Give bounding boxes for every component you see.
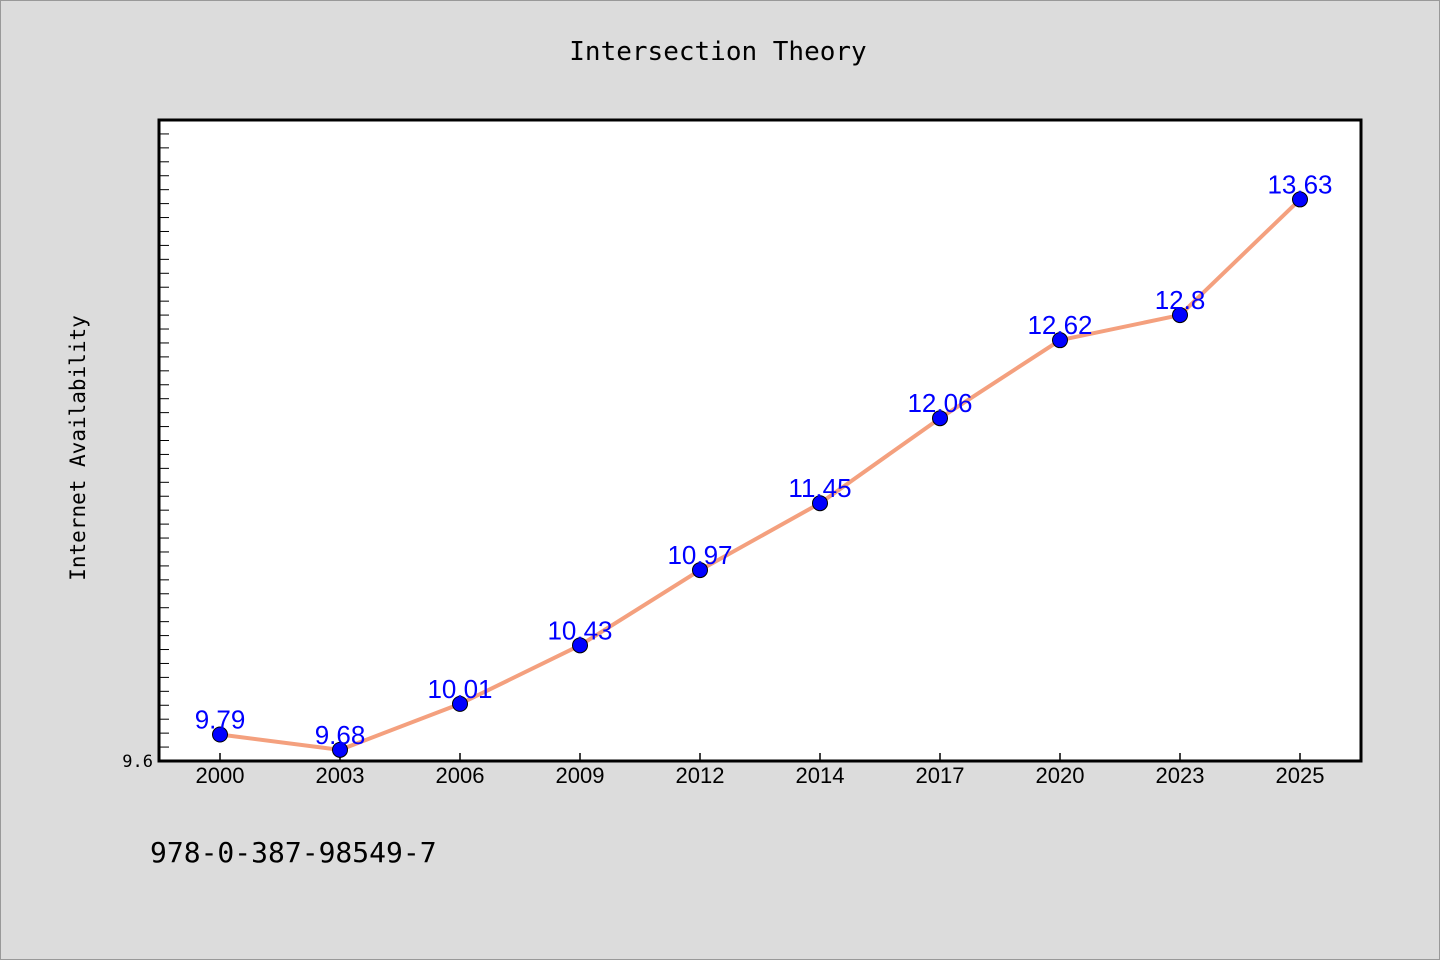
- data-label: 10.01: [427, 674, 492, 704]
- y-tick-label: 9.6: [122, 752, 153, 772]
- data-point: [452, 695, 468, 712]
- data-label: 12.62: [1027, 310, 1092, 340]
- data-label: 13.63: [1267, 169, 1332, 199]
- y-axis-ticks: 9.6: [122, 133, 169, 772]
- x-tick-label: 2006: [436, 763, 485, 788]
- x-tick-label: 2023: [1156, 763, 1205, 788]
- x-tick-label: 2009: [556, 763, 605, 788]
- data-point: [692, 562, 708, 579]
- x-axis-ticks: 2000 2003 2006 2009 2012 2014 2017 2020 2023 2025: [196, 753, 1325, 788]
- data-point: [932, 410, 948, 427]
- x-tick-label: 2000: [196, 763, 245, 788]
- data-label: 10.97: [667, 540, 732, 570]
- data-label: 11.45: [788, 473, 851, 503]
- x-tick-label: 2012: [676, 763, 725, 788]
- data-point: [332, 741, 348, 758]
- x-tick-label: 2017: [916, 763, 965, 788]
- data-point: [572, 637, 588, 654]
- data-point: [1052, 332, 1068, 349]
- series-layer: 9.79 9.68 10.01 10.43 10.97 11.45 12.06 12.62 12…: [195, 169, 1333, 758]
- x-tick-label: 2025: [1276, 763, 1325, 788]
- y-axis-label: Internet Availability: [66, 315, 90, 581]
- data-label: 12.06: [907, 388, 972, 418]
- data-label: 9.79: [195, 705, 246, 735]
- footer-note: 978-0-387-98549-7: [150, 836, 437, 869]
- data-label: 12.8: [1155, 285, 1206, 315]
- x-tick-label: 2014: [796, 763, 845, 788]
- x-tick-label: 2003: [316, 763, 365, 788]
- data-label: 9.68: [315, 720, 366, 750]
- data-point: [812, 495, 828, 512]
- data-point: [212, 726, 228, 743]
- series-line: [218, 197, 1302, 752]
- data-label: 10.43: [547, 615, 612, 645]
- x-tick-label: 2020: [1036, 763, 1085, 788]
- data-point: [1292, 191, 1308, 208]
- data-point: [1172, 307, 1188, 324]
- plot-area: [157, 118, 1363, 763]
- chart-title: Intersection Theory: [569, 37, 866, 67]
